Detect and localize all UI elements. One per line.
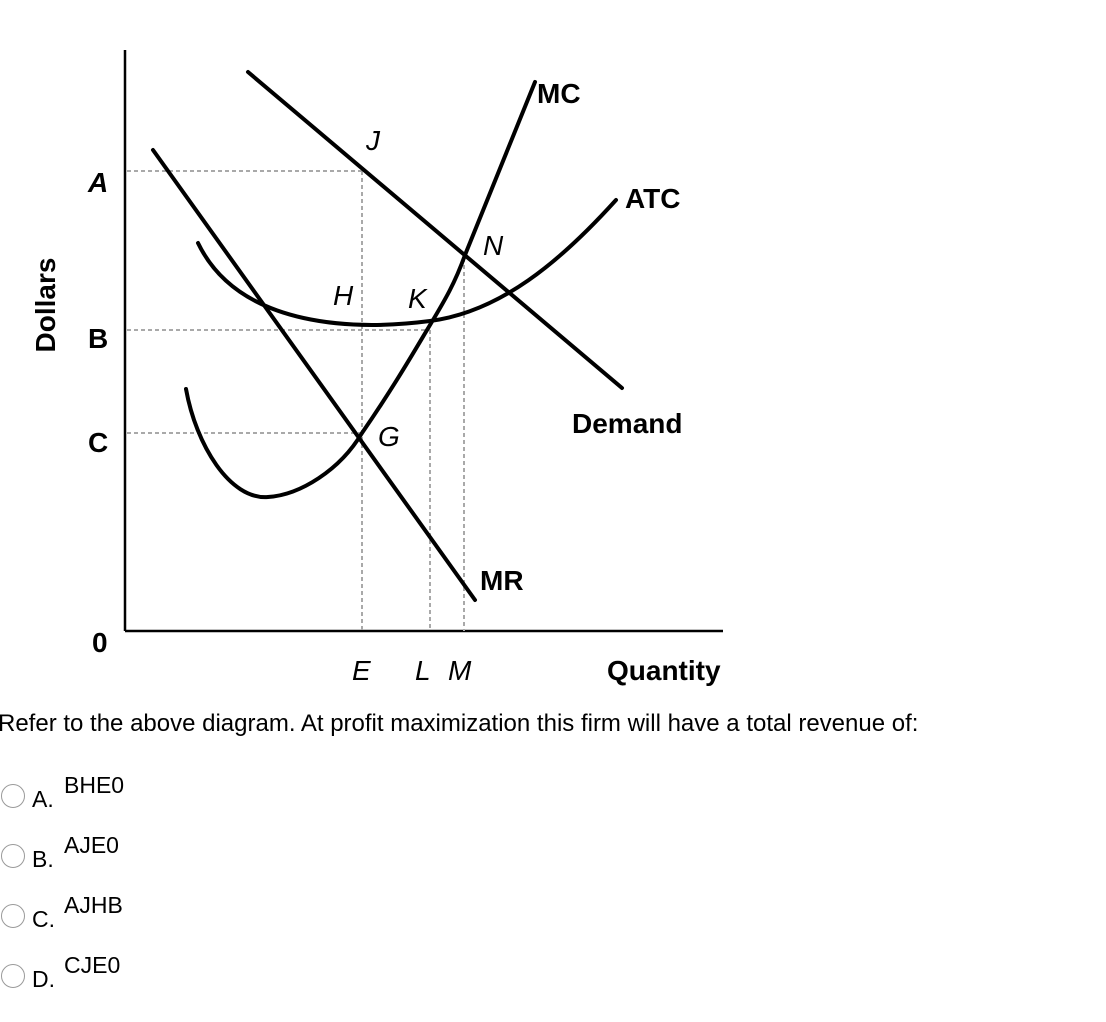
quantity-label-l: L (415, 655, 431, 686)
mc-label: MC (537, 78, 581, 109)
demand-label: Demand (572, 408, 682, 439)
point-label-g: G (378, 421, 400, 452)
atc-label: ATC (625, 183, 680, 214)
option-a[interactable]: A. BHE0 (0, 770, 220, 830)
price-label-a: A (87, 167, 108, 198)
x-axis-label: Quantity (607, 655, 721, 686)
radio-button-c[interactable] (1, 904, 25, 928)
point-label-k: K (408, 283, 428, 314)
option-b-letter: B. (32, 846, 54, 872)
option-a-text: BHE0 (64, 772, 125, 798)
price-label-c: C (88, 427, 108, 458)
mc-curve (184, 80, 537, 500)
option-d-text: CJE0 (64, 952, 121, 978)
option-c-text: AJHB (64, 892, 123, 918)
demand-curve (246, 70, 624, 390)
origin-label: 0 (92, 627, 108, 658)
radio-button-a[interactable] (1, 784, 25, 808)
radio-button-d[interactable] (1, 964, 25, 988)
mr-label: MR (480, 565, 524, 596)
quantity-label-m: M (448, 655, 472, 686)
radio-button-b[interactable] (1, 844, 25, 868)
quantity-label-e: E (352, 655, 371, 686)
option-a-letter: A. (32, 786, 54, 812)
mr-curve (151, 148, 477, 602)
question-text: Refer to the above diagram. At profit ma… (0, 710, 919, 737)
atc-curve (196, 198, 618, 327)
option-c-letter: C. (32, 906, 55, 932)
answer-options: A. BHE0 B. AJE0 C. AJHB D. CJE0 (0, 770, 220, 1010)
point-label-j: J (365, 125, 381, 156)
point-label-n: N (483, 230, 504, 261)
point-label-h: H (333, 280, 354, 311)
option-d-letter: D. (32, 966, 55, 992)
cost-revenue-diagram: Dollars Quantity A B C 0 E L M J N H K G… (30, 50, 723, 686)
price-label-b: B (88, 323, 108, 354)
option-b[interactable]: B. AJE0 (0, 830, 220, 890)
option-d[interactable]: D. CJE0 (0, 950, 220, 1010)
y-axis-label: Dollars (30, 258, 61, 353)
option-b-text: AJE0 (64, 832, 119, 858)
option-c[interactable]: C. AJHB (0, 890, 220, 950)
